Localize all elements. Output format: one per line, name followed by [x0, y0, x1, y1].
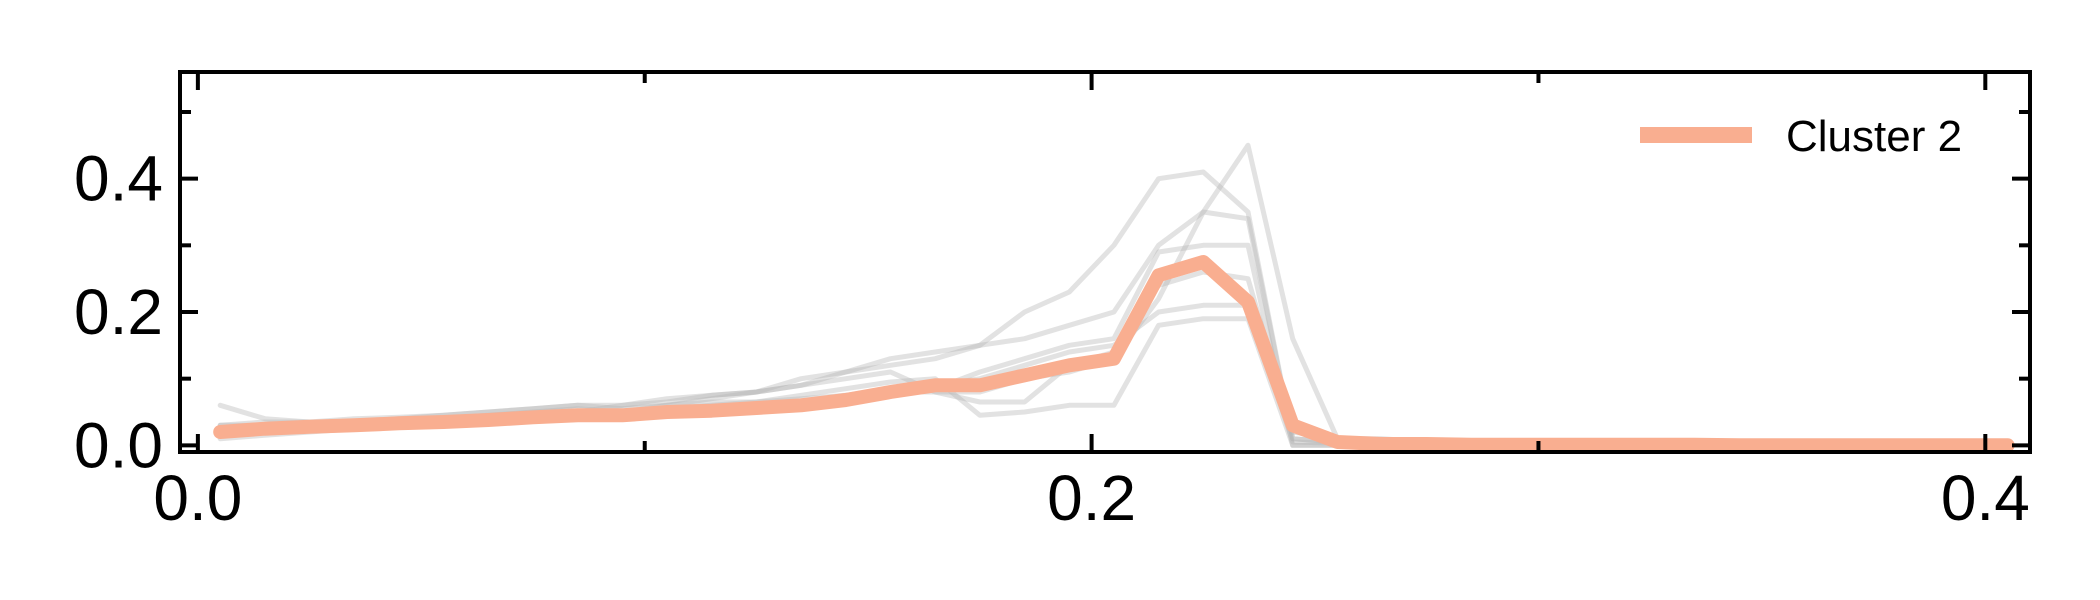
x-tick-label: 0.4 — [1941, 462, 2030, 534]
y-tick-label: 0.0 — [74, 409, 163, 481]
series-line-cluster-2 — [213, 255, 2015, 453]
series-layer — [213, 142, 2015, 453]
y-tick-label: 0.4 — [74, 143, 163, 215]
y-tick-label: 0.2 — [74, 276, 163, 348]
x-tick-label: 0.2 — [1047, 462, 1136, 534]
tick-layer: 0.0 0.2 0.4 0.0 0.2 0.4 — [74, 72, 2030, 534]
legend: Cluster 2 — [1640, 112, 1962, 161]
legend-label-cluster-2: Cluster 2 — [1786, 112, 1962, 161]
plot-frame — [178, 70, 2032, 454]
x-tick-label: 0.0 — [153, 462, 242, 534]
